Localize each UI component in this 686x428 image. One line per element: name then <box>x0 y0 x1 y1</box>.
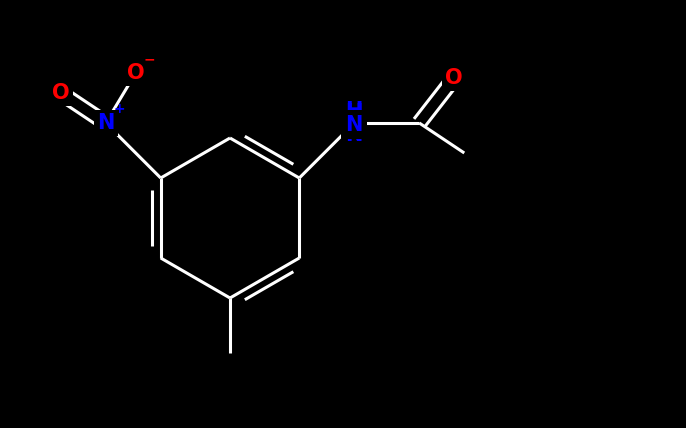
Text: H: H <box>346 102 363 122</box>
Text: H
N: H N <box>346 101 363 145</box>
Text: O: O <box>445 68 463 88</box>
Text: O: O <box>127 63 145 83</box>
Text: N: N <box>97 113 115 133</box>
Text: O: O <box>52 83 69 103</box>
Text: N: N <box>346 115 363 134</box>
Text: −: − <box>144 52 156 66</box>
Text: +: + <box>114 102 126 116</box>
